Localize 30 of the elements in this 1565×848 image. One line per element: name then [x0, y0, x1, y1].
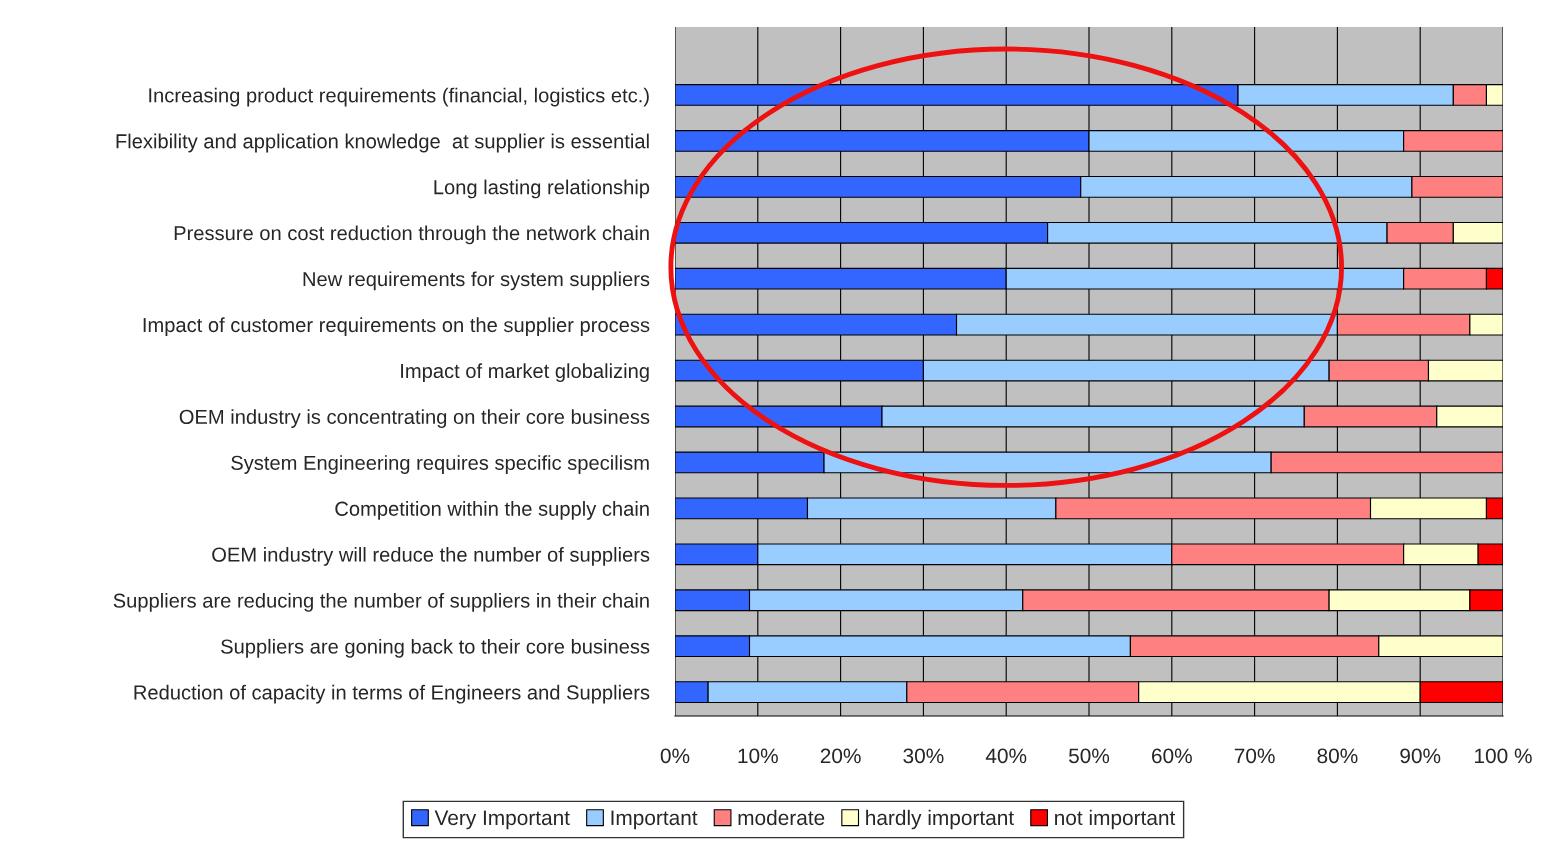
y-tick-label: Suppliers are reducing the number of suppliers in their chain [113, 592, 649, 612]
x-tick-label: 100 % [1475, 748, 1532, 764]
y-tick-label: Suppliers are goning back to their core business [221, 638, 650, 658]
x-tick-label: 70% [1234, 748, 1275, 764]
y-tick-label: New requirements for system suppliers [303, 271, 650, 291]
x-tick-label: 10% [738, 748, 778, 764]
y-tick-label: Impact of customer requirements on the supplier process [143, 317, 650, 337]
x-tick-label: 80% [1317, 748, 1358, 764]
y-tick-label: System Engineering requires specific specilism [231, 455, 649, 474]
y-tick-label: OEM industry is concentrating on their core business [179, 409, 650, 428]
legend-label: hardly important [866, 809, 1014, 830]
y-tick-label: Long lasting relationship [434, 179, 650, 199]
y-tick-label: Pressure on cost reduction through the network chain [174, 225, 649, 245]
legend-label: Important [611, 810, 698, 830]
y-tick-label: OEM industry will reduce the number of suppliers [212, 547, 650, 566]
x-tick-label: 30% [903, 748, 944, 764]
x-tick-label: 20% [820, 748, 861, 764]
legend-label: not important [1055, 809, 1176, 830]
legend-label: Very Important [434, 810, 570, 830]
x-tick-label: 60% [1152, 748, 1192, 764]
x-tick-label: 40% [985, 748, 1027, 764]
y-tick-label: Impact of market globalizing [401, 363, 649, 383]
x-tick-label: 50% [1068, 748, 1110, 764]
x-tick-label: 0% [660, 748, 690, 764]
x-tick-label: 90% [1400, 748, 1441, 764]
y-tick-label: Increasing product requirements (financial, logistics etc.) [149, 87, 649, 107]
legend-label: moderate [738, 809, 825, 826]
y-tick-label: Competition within the supply chain [335, 501, 649, 520]
y-tick-label: Reduction of capacity in terms of Engineers and Suppliers [134, 684, 650, 704]
y-tick-label: Flexibility and application knowledge at supplier is essential [116, 133, 649, 153]
